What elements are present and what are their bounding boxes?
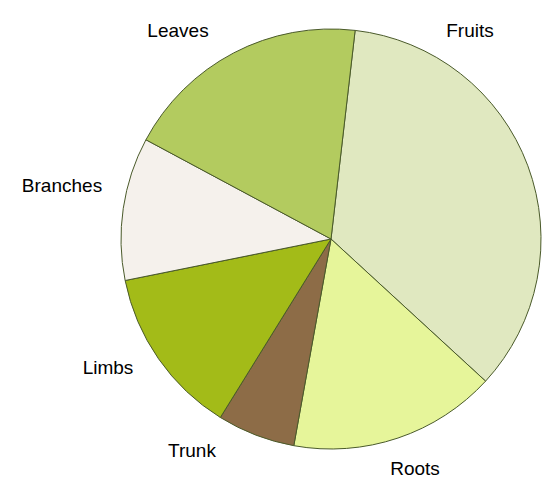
- svg-text:Leaves: Leaves: [147, 20, 208, 41]
- svg-text:Branches: Branches: [22, 175, 102, 196]
- svg-text:Roots: Roots: [390, 458, 440, 479]
- svg-text:Limbs: Limbs: [83, 357, 134, 378]
- svg-text:Trunk: Trunk: [168, 440, 216, 461]
- svg-text:Fruits: Fruits: [446, 20, 494, 41]
